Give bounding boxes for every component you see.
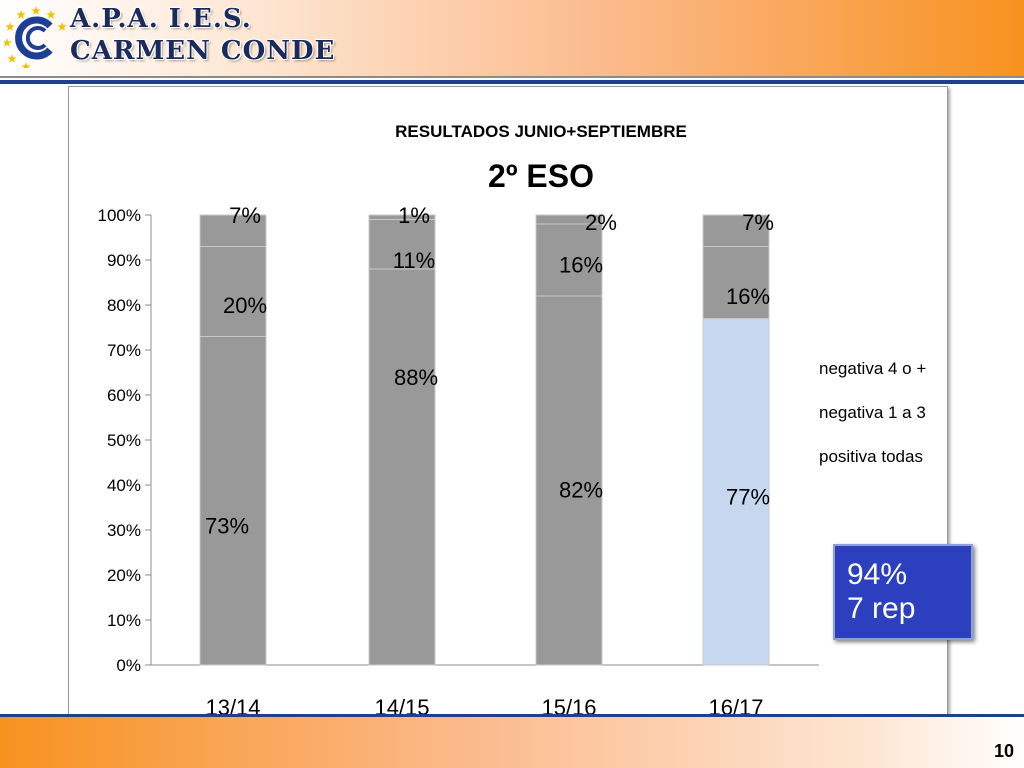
bar-labels: 73% 20% 7% 88% 11% 1% 82% 16% 2% 77% 16% 7% [205,203,774,539]
header-divider [0,80,1024,84]
data-label: 88% [394,365,438,390]
logo [4,6,67,68]
data-label: 82% [559,478,603,503]
y-tick-label: 50% [107,431,141,450]
y-tick-label: 100% [98,206,141,225]
bar-segment [199,246,267,337]
data-label: 16% [559,253,603,278]
callout-box: 94% 7 rep [833,544,973,640]
bar-segment [368,268,436,666]
org-name-line2: CARMEN CONDE [70,36,336,66]
y-tick-label: 30% [107,521,141,540]
legend-entry: negativa 4 o + [819,359,926,378]
y-tick-label: 90% [107,251,141,270]
footer-band [0,717,1024,768]
y-tick-label: 10% [107,611,141,630]
bar-segment [368,219,436,270]
bar-segment [702,214,770,247]
bar-segment [535,223,603,297]
legend-entry: negativa 1 a 3 [819,403,926,422]
data-label: 2% [585,210,617,235]
bar-segment [535,214,603,225]
bar-segment [199,336,267,666]
y-tick-label: 40% [107,476,141,495]
data-label: 16% [726,284,770,309]
legend-entry: positiva todas [819,447,923,466]
callout-repeaters: 7 rep [847,592,916,625]
header-band: A.P.A. I.E.S. CARMEN CONDE [0,0,1024,78]
y-tick-label: 60% [107,386,141,405]
data-label: 73% [205,514,249,539]
y-tick-label: 80% [107,296,141,315]
data-label: 77% [726,484,770,509]
footer-divider [0,714,1024,717]
data-label: 7% [229,203,261,228]
bar-segment [535,295,603,666]
org-name-line1: A.P.A. I.E.S. [70,4,252,34]
bar-segment [702,318,770,666]
chart-panel: RESULTADOS JUNIO+SEPTIEMBRE 2º ESO 0% 10%… [68,86,948,740]
y-axis: 0% 10% 20% 30% 40% 50% 60% 70% 80% 90% 100% [98,206,819,675]
y-tick-label: 0% [116,656,141,675]
chart-subtitle: 2º ESO [488,158,594,194]
chart-title: RESULTADOS JUNIO+SEPTIEMBRE [395,122,687,141]
data-label: 11% [393,248,435,273]
data-label: 7% [742,210,774,235]
data-label: 20% [223,293,267,318]
legend: negativa 4 o + negativa 1 a 3 positiva tod… [819,359,926,466]
callout-percentage: 94% [847,558,908,591]
stacked-bar-chart: RESULTADOS JUNIO+SEPTIEMBRE 2º ESO 0% 10%… [98,122,927,720]
page-number: 10 [993,741,1014,761]
y-tick-label: 20% [107,566,141,585]
y-tick-label: 70% [107,341,141,360]
bar-segment [368,214,436,220]
data-label: 1% [398,203,430,228]
bar-segment [199,214,267,247]
bars [199,214,770,666]
